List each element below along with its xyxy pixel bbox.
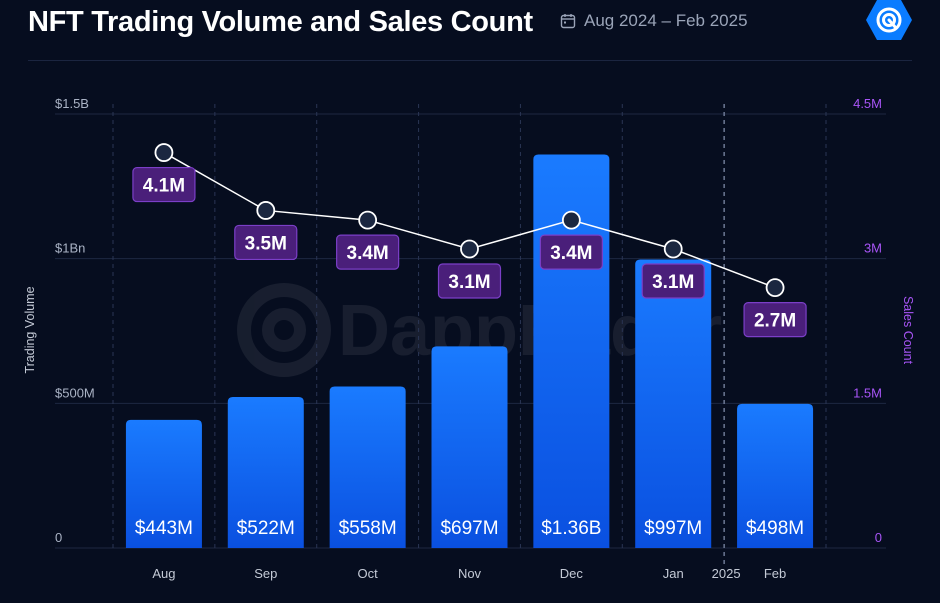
- y2-tick-label: 1.5M: [853, 385, 882, 400]
- line-point: [663, 239, 683, 259]
- data-label: 4.1M: [143, 176, 185, 197]
- data-label-box: [743, 302, 807, 338]
- x-tick-label: Dec: [560, 566, 584, 581]
- y-axis-title: Trading Volume: [23, 286, 37, 373]
- bar-value-label: $443M: [135, 518, 193, 539]
- x-tick-label: Oct: [358, 566, 379, 581]
- data-label: 2.7M: [754, 311, 796, 332]
- data-label-box: [641, 263, 705, 299]
- date-range: Aug 2024 – Feb 2025: [560, 11, 748, 31]
- year-label: 2025: [712, 566, 741, 581]
- data-label: 3.1M: [448, 272, 490, 293]
- chart-header: NFT Trading Volume and Sales Count Aug 2…: [28, 0, 912, 61]
- data-label: 3.1M: [652, 272, 694, 293]
- data-label-box: [336, 234, 400, 270]
- bar-value-label: $997M: [644, 518, 702, 539]
- line-point: [561, 210, 581, 230]
- bar: [431, 346, 508, 548]
- data-label: 3.4M: [550, 243, 592, 264]
- data-label-box: [437, 263, 502, 299]
- bar-value-label: $697M: [440, 518, 498, 539]
- y-tick-label: $1Bn: [55, 241, 85, 256]
- line-point: [154, 143, 174, 162]
- x-tick-label: Jan: [663, 566, 684, 581]
- bar-value-label: $498M: [746, 518, 804, 539]
- x-tick-label: Feb: [764, 566, 786, 581]
- x-tick-label: Nov: [458, 566, 482, 581]
- y2-tick-label: 0: [875, 530, 882, 545]
- chart-area: DappRadar $443M $522M $558M $697M $1.36B $997…: [23, 96, 915, 581]
- data-label-box: [132, 166, 196, 203]
- line-point: [765, 278, 785, 298]
- bar-value-label: $522M: [237, 518, 295, 539]
- x-tick-label: Sep: [254, 566, 277, 581]
- y-tick-label: $500M: [55, 385, 95, 400]
- date-range-text: Aug 2024 – Feb 2025: [584, 11, 748, 30]
- dappradar-logo-icon[interactable]: [866, 0, 912, 40]
- bar: [329, 386, 406, 548]
- line-point: [358, 210, 378, 230]
- bar: [635, 259, 712, 548]
- bar-value-label: $1.36B: [541, 518, 601, 539]
- bar: [737, 403, 814, 548]
- y2-tick-label: 3M: [864, 241, 882, 256]
- data-label-box: [539, 234, 603, 270]
- chart-title: NFT Trading Volume and Sales Count: [28, 6, 533, 38]
- y2-axis-title: Sales Count: [901, 296, 915, 365]
- x-tick-label: Aug: [152, 566, 175, 581]
- calendar-icon: [560, 14, 576, 29]
- y-tick-label: $1.5B: [55, 96, 89, 111]
- data-label: 3.4M: [347, 243, 389, 264]
- line-point: [460, 239, 479, 259]
- y-tick-label: 0: [55, 530, 62, 545]
- data-label: 3.5M: [245, 233, 287, 254]
- bar: [125, 419, 202, 548]
- bar: [227, 396, 304, 548]
- bar-value-label: $558M: [339, 518, 397, 539]
- y2-tick-label: 4.5M: [853, 96, 882, 111]
- data-label-box: [234, 224, 298, 261]
- line-point: [256, 201, 276, 220]
